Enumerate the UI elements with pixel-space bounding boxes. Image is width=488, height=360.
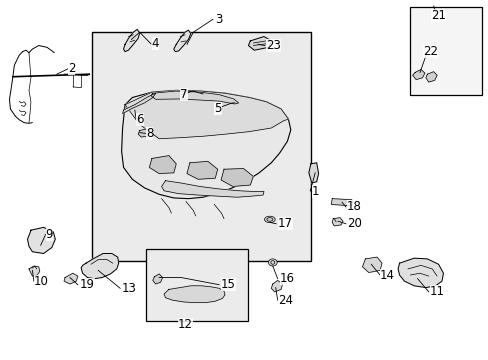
Text: 20: 20 bbox=[346, 217, 361, 230]
Text: 22: 22 bbox=[423, 45, 437, 58]
Polygon shape bbox=[123, 30, 140, 51]
Text: 9: 9 bbox=[45, 228, 53, 241]
Text: 18: 18 bbox=[346, 201, 361, 213]
Polygon shape bbox=[27, 227, 55, 253]
Polygon shape bbox=[412, 69, 424, 80]
Polygon shape bbox=[397, 258, 443, 288]
Polygon shape bbox=[186, 161, 217, 179]
Polygon shape bbox=[362, 257, 381, 273]
Polygon shape bbox=[64, 273, 78, 284]
Text: 2: 2 bbox=[68, 62, 75, 75]
Text: 10: 10 bbox=[34, 275, 49, 288]
Text: 16: 16 bbox=[279, 272, 294, 285]
Polygon shape bbox=[308, 163, 318, 183]
Text: 21: 21 bbox=[430, 9, 445, 22]
Polygon shape bbox=[122, 90, 290, 199]
Text: 1: 1 bbox=[311, 185, 319, 198]
Text: 12: 12 bbox=[177, 318, 192, 331]
Polygon shape bbox=[163, 286, 224, 303]
Polygon shape bbox=[173, 30, 190, 51]
Text: 23: 23 bbox=[266, 39, 281, 52]
Polygon shape bbox=[122, 93, 156, 114]
Text: 13: 13 bbox=[122, 282, 136, 295]
Text: 8: 8 bbox=[146, 127, 153, 140]
Polygon shape bbox=[138, 129, 149, 137]
Polygon shape bbox=[125, 90, 288, 139]
Bar bbox=[146, 249, 248, 320]
Bar bbox=[92, 32, 310, 261]
Text: 15: 15 bbox=[221, 278, 236, 291]
Ellipse shape bbox=[268, 259, 277, 266]
Bar bbox=[409, 7, 482, 95]
Polygon shape bbox=[331, 218, 342, 226]
Text: 6: 6 bbox=[136, 113, 143, 126]
Text: 3: 3 bbox=[215, 13, 222, 26]
Text: 7: 7 bbox=[180, 88, 187, 101]
Polygon shape bbox=[330, 199, 352, 206]
Text: 5: 5 bbox=[214, 103, 221, 116]
Text: 19: 19 bbox=[80, 278, 95, 291]
Text: 24: 24 bbox=[277, 294, 292, 307]
Ellipse shape bbox=[264, 216, 275, 223]
Polygon shape bbox=[149, 156, 176, 174]
Polygon shape bbox=[29, 266, 40, 276]
Polygon shape bbox=[221, 168, 253, 186]
Polygon shape bbox=[248, 37, 271, 50]
Polygon shape bbox=[81, 253, 119, 279]
Polygon shape bbox=[151, 91, 238, 104]
Polygon shape bbox=[161, 181, 264, 197]
Text: 4: 4 bbox=[152, 37, 159, 50]
Text: 14: 14 bbox=[379, 269, 394, 282]
Polygon shape bbox=[271, 280, 282, 292]
Polygon shape bbox=[153, 274, 162, 284]
Text: 17: 17 bbox=[277, 217, 292, 230]
Polygon shape bbox=[425, 72, 436, 82]
Text: 11: 11 bbox=[429, 285, 444, 298]
